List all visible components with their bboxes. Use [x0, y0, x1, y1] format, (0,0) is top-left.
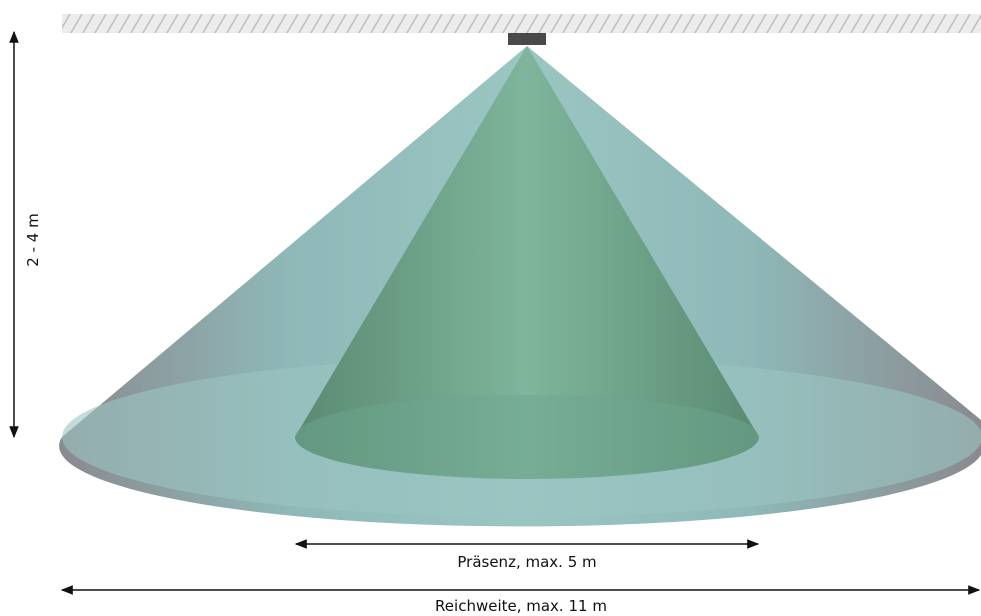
- range-label: Reichweite, max. 11 m: [435, 597, 607, 615]
- ceiling: [62, 14, 981, 33]
- sensor: [508, 33, 546, 45]
- presence-label: Präsenz, max. 5 m: [457, 553, 596, 571]
- inner-cone: [295, 46, 759, 479]
- height-label: 2 - 4 m: [24, 213, 42, 266]
